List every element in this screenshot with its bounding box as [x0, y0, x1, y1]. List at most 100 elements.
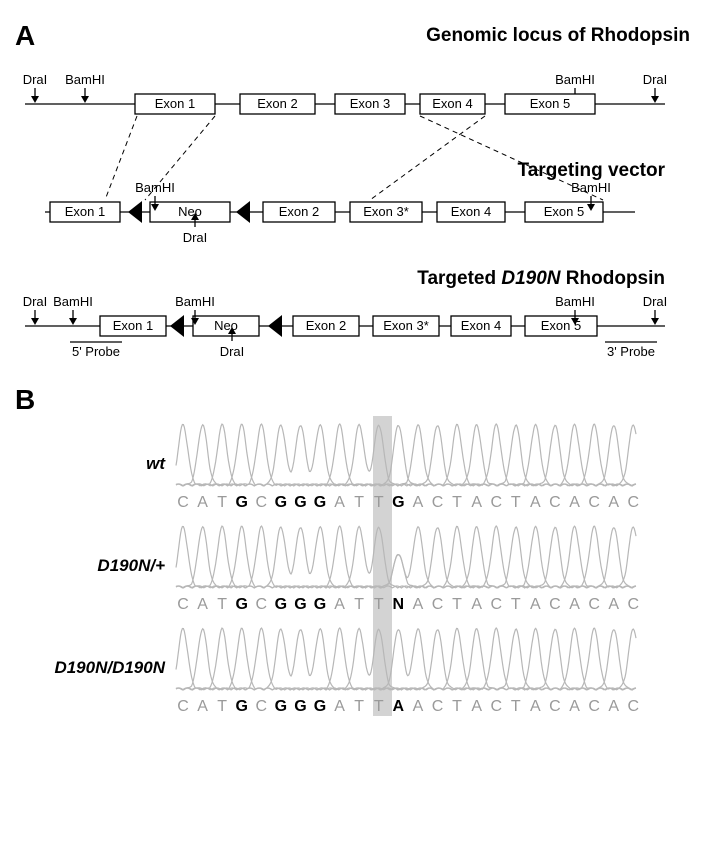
svg-text:Exon 2: Exon 2: [279, 204, 319, 219]
svg-text:Targeted D190N Rhodopsin: Targeted D190N Rhodopsin: [417, 268, 665, 289]
genotype-label: wt: [15, 454, 171, 474]
seq-base: A: [193, 698, 213, 716]
seq-base: A: [467, 494, 487, 512]
seq-base: A: [604, 494, 624, 512]
seq-base: C: [252, 494, 272, 512]
seq-base: A: [408, 494, 428, 512]
seq-base: C: [173, 596, 193, 614]
seq-base: A: [604, 596, 624, 614]
seq-base: N: [389, 596, 409, 614]
panel-b: B wtCATGCGGGATTGACTACTACACACD190N/+CATGC…: [15, 384, 690, 716]
svg-text:3' Probe: 3' Probe: [607, 344, 655, 359]
seq-base: G: [232, 494, 252, 512]
seq-base: G: [271, 596, 291, 614]
seq-base: C: [584, 698, 604, 716]
svg-text:Exon 3*: Exon 3*: [383, 318, 429, 333]
svg-text:DraI: DraI: [220, 344, 245, 359]
svg-text:BamHI: BamHI: [555, 294, 595, 309]
seq-base: T: [506, 596, 526, 614]
svg-text:DraI: DraI: [643, 294, 668, 309]
seq-base: C: [545, 698, 565, 716]
svg-text:Exon 2: Exon 2: [306, 318, 346, 333]
seq-base: A: [526, 698, 546, 716]
svg-text:BamHI: BamHI: [65, 72, 105, 87]
seq-base: C: [623, 494, 643, 512]
seq-base: A: [193, 494, 213, 512]
seq-base: C: [623, 596, 643, 614]
svg-text:Targeting vector: Targeting vector: [518, 160, 666, 181]
panel-a-label: A: [15, 20, 35, 52]
svg-text:DraI: DraI: [183, 230, 208, 245]
seq-base: C: [428, 596, 448, 614]
seq-base: A: [330, 494, 350, 512]
svg-text:Exon 3: Exon 3: [350, 96, 390, 111]
svg-text:BamHI: BamHI: [555, 72, 595, 87]
chrom-row: wtCATGCGGGATTGACTACTACACAC: [15, 416, 690, 512]
svg-text:Neo: Neo: [178, 204, 202, 219]
seq-base: C: [486, 494, 506, 512]
seq-base: C: [545, 494, 565, 512]
seq-base: C: [584, 494, 604, 512]
seq-base: G: [291, 698, 311, 716]
seq-base: A: [467, 698, 487, 716]
seq-base: A: [389, 698, 409, 716]
svg-text:BamHI: BamHI: [53, 294, 93, 309]
seq-base: T: [447, 596, 467, 614]
seq-base: T: [447, 494, 467, 512]
seq-base: G: [291, 494, 311, 512]
panel-a: A Genomic locus of Rhodopsin DraI BamHI Ba…: [15, 20, 690, 374]
seq-base: T: [212, 698, 232, 716]
seq-base: T: [369, 698, 389, 716]
seq-base: C: [623, 698, 643, 716]
panel-b-label: B: [15, 384, 35, 415]
seq-base: A: [565, 596, 585, 614]
seq-base: A: [408, 596, 428, 614]
seq-base: C: [173, 494, 193, 512]
seq-base: A: [467, 596, 487, 614]
seq-base: C: [486, 596, 506, 614]
chromatogram-svg: [171, 416, 641, 494]
seq-base: A: [526, 596, 546, 614]
seq-base: C: [252, 698, 272, 716]
seq-base: C: [584, 596, 604, 614]
seq-base: A: [565, 698, 585, 716]
seq-base: T: [447, 698, 467, 716]
svg-text:DraI: DraI: [643, 72, 668, 87]
svg-text:Exon 1: Exon 1: [65, 204, 105, 219]
svg-text:BamHI: BamHI: [571, 180, 611, 195]
chrom-row: D190N/D190NCATGCGGGATTAACTACTACACAC: [15, 620, 690, 716]
seq-base: A: [193, 596, 213, 614]
panel-a-diagrams: DraI BamHI BamHI DraI Exon 1 Exon 2 Exon 3 Exon…: [15, 52, 690, 374]
svg-text:Exon 4: Exon 4: [451, 204, 491, 219]
seq-base: A: [565, 494, 585, 512]
genotype-label: D190N/D190N: [15, 658, 171, 678]
seq-base: G: [271, 698, 291, 716]
gene-diagram-svg: DraI BamHI BamHI DraI Exon 1 Exon 2 Exon 3 Exon…: [15, 52, 675, 374]
seq-base: C: [428, 698, 448, 716]
svg-text:Exon 1: Exon 1: [113, 318, 153, 333]
svg-text:Exon 1: Exon 1: [155, 96, 195, 111]
genomic-title: Genomic locus of Rhodopsin: [426, 25, 690, 47]
seq-base: T: [349, 494, 369, 512]
seq-base: T: [369, 494, 389, 512]
chromatogram-svg: [171, 620, 641, 698]
seq-base: A: [330, 698, 350, 716]
svg-text:BamHI: BamHI: [135, 180, 175, 195]
seq-base: C: [173, 698, 193, 716]
seq-base: G: [232, 698, 252, 716]
svg-text:Exon 4: Exon 4: [461, 318, 501, 333]
svg-text:Exon 5: Exon 5: [544, 204, 584, 219]
seq-base: G: [291, 596, 311, 614]
svg-text:DraI: DraI: [23, 294, 48, 309]
seq-base: G: [232, 596, 252, 614]
seq-base: A: [330, 596, 350, 614]
seq-base: G: [310, 494, 330, 512]
seq-base: C: [428, 494, 448, 512]
seq-base: T: [212, 596, 232, 614]
svg-text:Exon 5: Exon 5: [530, 96, 570, 111]
seq-base: G: [310, 698, 330, 716]
svg-text:BamHI: BamHI: [175, 294, 215, 309]
seq-base: C: [252, 596, 272, 614]
seq-base: T: [369, 596, 389, 614]
svg-text:5' Probe: 5' Probe: [72, 344, 120, 359]
